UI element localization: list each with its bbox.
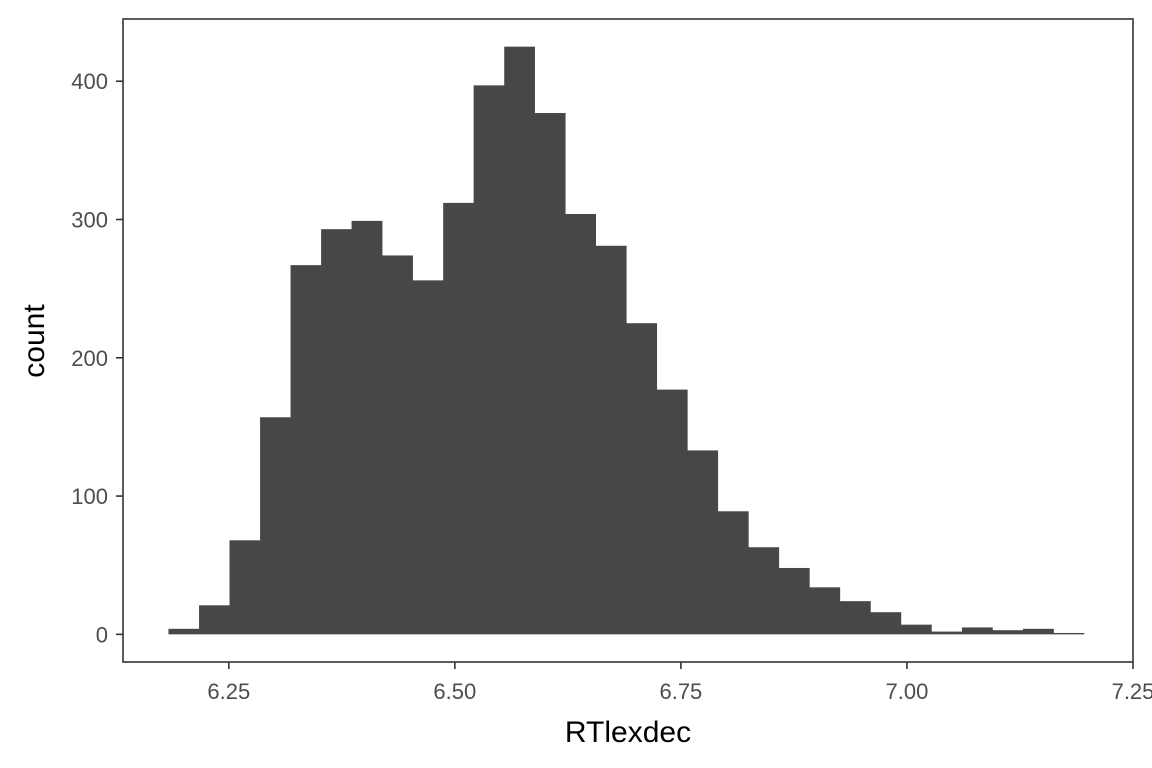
histogram-bar-12 <box>504 46 535 635</box>
x-tick-label: 6.25 <box>207 679 250 704</box>
histogram-bar-26 <box>931 631 963 635</box>
plot-panel-border <box>122 18 1134 663</box>
y-tick-label: 100 <box>71 484 108 509</box>
histogram-bar-23 <box>839 601 871 635</box>
histogram-bar-25 <box>900 624 932 635</box>
y-tick-label: 300 <box>71 208 108 233</box>
histogram-bar-22 <box>809 587 841 635</box>
y-tick-label: 0 <box>96 622 108 647</box>
x-tick-label: 6.50 <box>433 679 476 704</box>
y-axis-title: count <box>18 304 51 378</box>
histogram-bar-9 <box>412 280 444 635</box>
histogram-bar-17 <box>656 389 688 635</box>
y-tick-label: 400 <box>71 69 108 94</box>
histogram-bar-16 <box>626 323 658 635</box>
histogram-bar-11 <box>473 85 505 635</box>
histogram-bar-3 <box>229 540 261 635</box>
histogram-bar-14 <box>565 213 597 635</box>
x-axis: 6.25 6.50 6.75 7.00 7.25 <box>207 662 1152 704</box>
histogram-bar-21 <box>778 567 810 635</box>
histogram-bar-6 <box>321 229 352 635</box>
histogram-bar-15 <box>595 245 627 635</box>
histogram-bar-7 <box>351 220 383 635</box>
histogram-bar-19 <box>717 511 749 635</box>
histogram-bar-24 <box>870 612 902 635</box>
histogram-bar-29 <box>1022 628 1054 635</box>
histogram-bar-2 <box>199 605 230 635</box>
histogram-bar-18 <box>687 450 719 635</box>
histogram-bar-27 <box>961 627 993 635</box>
x-tick-label: 7.25 <box>1112 679 1152 704</box>
y-axis: 0 100 200 300 400 <box>71 69 123 647</box>
x-tick-label: 7.00 <box>886 679 929 704</box>
x-axis-title: RTlexdec <box>565 716 691 749</box>
histogram-bar-4 <box>260 417 291 635</box>
histogram-bar-8 <box>382 255 413 635</box>
histogram-bar-20 <box>748 547 780 635</box>
histogram-bar-28 <box>992 630 1024 635</box>
histogram-bar-5 <box>290 265 322 635</box>
histogram-bar-13 <box>534 113 566 635</box>
histogram-bar-1 <box>168 628 200 635</box>
histogram-bars <box>168 46 1085 635</box>
histogram-bar-30 <box>1053 632 1085 635</box>
y-tick-label: 200 <box>71 346 108 371</box>
histogram-bar-10 <box>443 202 474 635</box>
x-tick-label: 6.75 <box>659 679 702 704</box>
